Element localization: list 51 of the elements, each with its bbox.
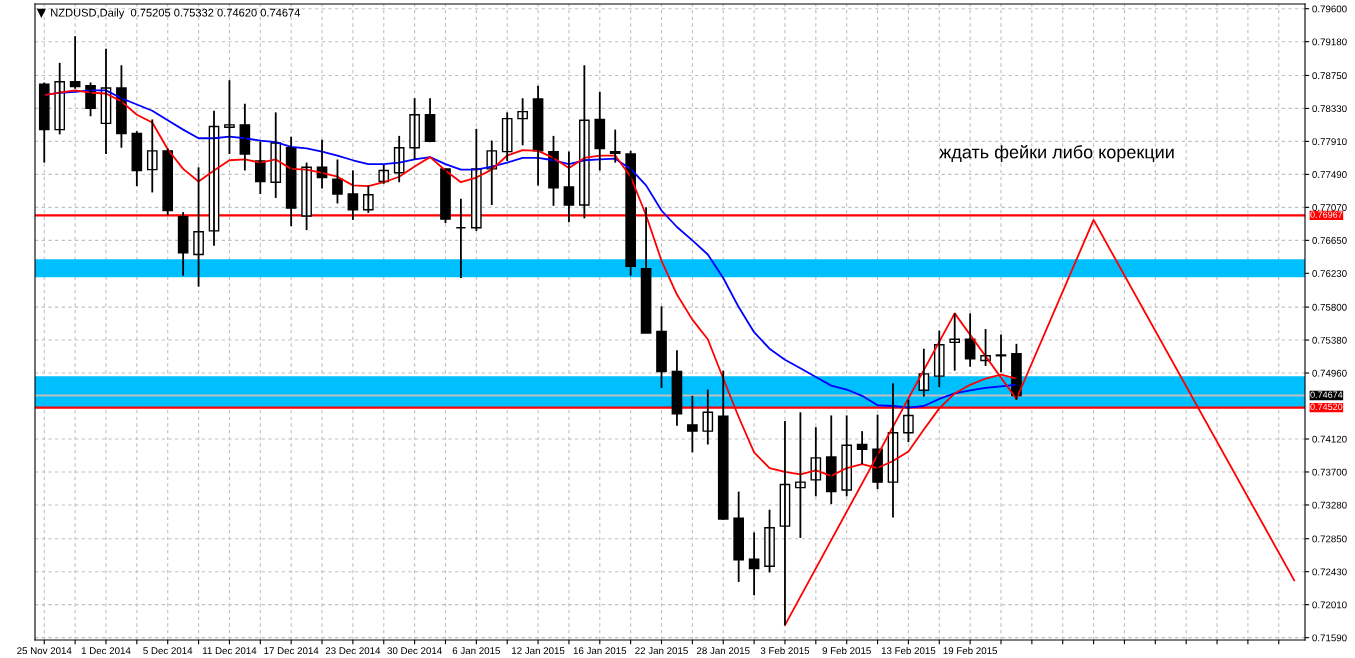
y-tick-label: 0.74120 bbox=[1312, 435, 1347, 443]
x-tick-label: 23 Dec 2014 bbox=[325, 647, 381, 655]
candlestick bbox=[440, 167, 451, 224]
y-tick-label: 0.71590 bbox=[1312, 634, 1347, 642]
x-tick-label: 5 Dec 2014 bbox=[143, 647, 193, 655]
y-tick-label: 0.77070 bbox=[1312, 204, 1347, 211]
x-tick-label: 22 Jan 2015 bbox=[635, 647, 688, 655]
x-tick-label: 11 Dec 2014 bbox=[202, 647, 257, 655]
y-tick-label: 0.75800 bbox=[1312, 303, 1347, 311]
candlestick bbox=[301, 161, 312, 232]
y-tick-label: 0.79600 bbox=[1312, 5, 1347, 13]
x-tick-label: 6 Jan 2015 bbox=[452, 647, 500, 655]
y-tick-label: 0.78330 bbox=[1312, 105, 1347, 113]
chart-title: NZDUSD,Daily 0.75205 0.75332 0.74620 0.74674 bbox=[51, 8, 301, 19]
candlestick bbox=[332, 158, 343, 205]
x-tick-label: 9 Feb 2015 bbox=[822, 646, 871, 655]
candlestick bbox=[903, 398, 914, 444]
y-tick-label: 0.73280 bbox=[1312, 501, 1347, 509]
x-tick-label: 16 Jan 2015 bbox=[573, 647, 627, 655]
y-tick-label: 0.77910 bbox=[1312, 138, 1347, 146]
y-tick-label: 0.72850 bbox=[1312, 535, 1347, 543]
x-tick-label: 28 Jan 2015 bbox=[696, 647, 750, 655]
x-tick-label: 25 Nov 2014 bbox=[17, 647, 72, 655]
x-tick-label: 3 Feb 2015 bbox=[760, 646, 810, 655]
y-tick-label: 0.78750 bbox=[1312, 72, 1347, 80]
y-tick-label: 0.76650 bbox=[1312, 237, 1347, 244]
y-tick-label: 0.77490 bbox=[1312, 171, 1347, 178]
candlestick bbox=[224, 79, 235, 155]
candlestick bbox=[687, 394, 698, 454]
x-tick-label: 17 Dec 2014 bbox=[264, 647, 319, 655]
candlestick bbox=[455, 197, 467, 279]
y-tick-label: 0.79180 bbox=[1312, 38, 1347, 46]
y-tick-label: 0.74960 bbox=[1312, 369, 1347, 377]
y-tick-label: 0.75380 bbox=[1312, 336, 1347, 344]
x-tick-label: 30 Dec 2014 bbox=[387, 647, 442, 655]
y-tick-label: 0.72010 bbox=[1312, 601, 1347, 609]
candlestick bbox=[193, 166, 204, 288]
y-tick-label: 0.72430 bbox=[1312, 568, 1347, 576]
candlestick bbox=[764, 508, 775, 574]
y-tick-label: 0.76230 bbox=[1312, 270, 1347, 277]
candlestick bbox=[656, 305, 667, 389]
x-tick-label: 13 Feb 2015 bbox=[881, 646, 936, 655]
ref-line-label: 0.76967 bbox=[1310, 211, 1343, 218]
x-tick-label: 12 Jan 2015 bbox=[512, 647, 565, 655]
x-tick-label: 1 Dec 2014 bbox=[81, 647, 131, 655]
ref-line-label: 0.74520 bbox=[1310, 403, 1343, 411]
x-tick-label: 19 Feb 2015 bbox=[943, 646, 998, 655]
annotation: ждать фейки либо корекции bbox=[939, 144, 1174, 163]
candlestick bbox=[609, 128, 621, 164]
y-tick-label: 0.73700 bbox=[1312, 468, 1347, 476]
ref-line-label: 0.74674 bbox=[1310, 391, 1343, 398]
